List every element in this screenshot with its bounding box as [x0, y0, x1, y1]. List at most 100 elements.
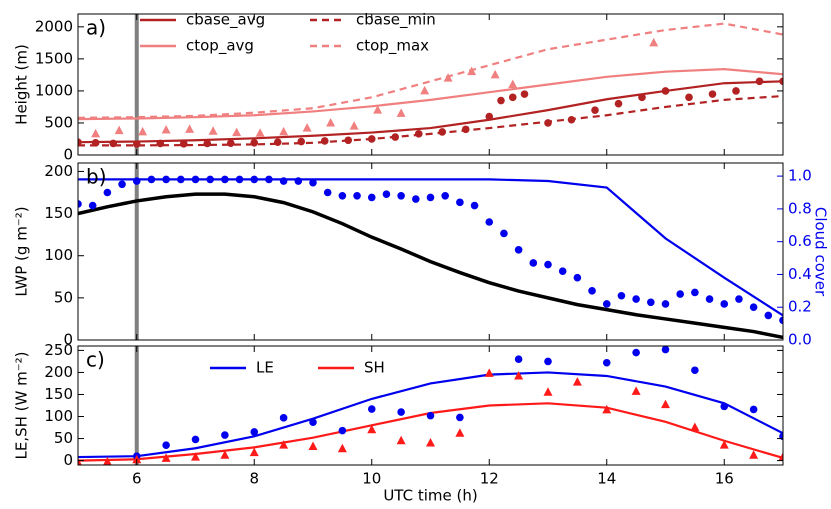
point [297, 137, 306, 146]
point [485, 112, 494, 121]
y-tick-label: 1500 [35, 49, 73, 67]
legend-label: ctop_avg [186, 37, 254, 56]
line-series [78, 192, 783, 340]
point [265, 175, 273, 184]
triangle-point [749, 450, 759, 459]
point [441, 191, 449, 200]
point [456, 198, 464, 207]
triangle-point [326, 117, 336, 127]
point [426, 193, 435, 202]
triangle-point [249, 447, 259, 457]
point [78, 138, 82, 146]
point [497, 96, 505, 105]
point [567, 115, 576, 124]
point [206, 175, 214, 184]
point [132, 177, 141, 185]
point [294, 177, 303, 185]
point [691, 288, 699, 297]
point [544, 357, 552, 366]
legend-label: SH [364, 359, 385, 377]
y-tick-label: 100 [44, 407, 73, 425]
point [591, 106, 599, 114]
x-tick-label: 8 [249, 470, 259, 488]
point [382, 190, 391, 198]
triangle-point [191, 452, 200, 461]
triangle-point [778, 452, 783, 461]
point [514, 246, 523, 254]
y-tick-label: 250 [44, 341, 73, 359]
point [118, 180, 126, 189]
y2-tick-label: 0.6 [788, 232, 812, 250]
triangle-point [690, 422, 700, 432]
line-series [78, 371, 783, 459]
point [735, 295, 743, 303]
point [749, 303, 758, 312]
triangle-point [138, 126, 148, 136]
point [177, 175, 185, 184]
y-tick-label: 150 [44, 385, 73, 403]
point [338, 426, 347, 435]
point [638, 93, 646, 102]
y-tick-label: 1000 [35, 81, 73, 99]
y-tick-label: 150 [44, 204, 73, 222]
point [353, 191, 361, 200]
point [156, 139, 165, 148]
triangle-point [602, 404, 612, 414]
point [720, 300, 729, 308]
point [470, 201, 479, 210]
triangle-point [443, 73, 453, 82]
point [617, 291, 626, 300]
y-tick-label: 200 [44, 162, 73, 180]
triangle-point [508, 79, 518, 88]
triangle-point [114, 125, 124, 135]
point [179, 139, 188, 148]
y-tick-label: 200 [44, 363, 73, 381]
point [397, 408, 405, 416]
point [103, 188, 112, 197]
plot-frame [77, 13, 784, 156]
triangle-point [279, 440, 289, 449]
panel-label: a) [86, 16, 106, 40]
point [764, 311, 773, 320]
point [661, 87, 670, 95]
point [250, 175, 259, 184]
x-axis-label: UTC time (h) [383, 487, 477, 505]
triangle-point [514, 370, 524, 380]
point [162, 175, 170, 184]
triangle-point [631, 386, 641, 395]
point [338, 191, 347, 200]
triangle-point [367, 424, 377, 434]
triangle-point [103, 456, 112, 465]
triangle-point [420, 85, 430, 95]
point [191, 175, 200, 184]
point [529, 259, 538, 267]
point [367, 405, 376, 413]
point [755, 77, 764, 86]
triangle-point [220, 450, 230, 459]
triangle-point [490, 69, 500, 79]
point [250, 428, 259, 436]
x-tick-label: 6 [132, 470, 142, 488]
y2-tick-label: 0.2 [788, 298, 812, 316]
point [614, 99, 623, 108]
triangle-point [719, 440, 729, 449]
point [705, 295, 714, 303]
triangle-point [279, 126, 289, 136]
triangle-point [455, 428, 465, 437]
triangle-point [302, 123, 312, 132]
point [250, 139, 259, 147]
y2-tick-label: 1.0 [788, 167, 812, 185]
triangle-point [185, 124, 195, 133]
point [720, 402, 729, 411]
point [367, 193, 376, 202]
point [588, 287, 596, 295]
point [514, 355, 523, 364]
triangle-point [132, 454, 142, 464]
triangle-point [232, 127, 242, 137]
point [309, 178, 317, 187]
line-series [78, 94, 783, 147]
point [708, 90, 717, 98]
legend-label: LE [256, 359, 274, 377]
point [749, 405, 758, 414]
point [147, 175, 156, 184]
